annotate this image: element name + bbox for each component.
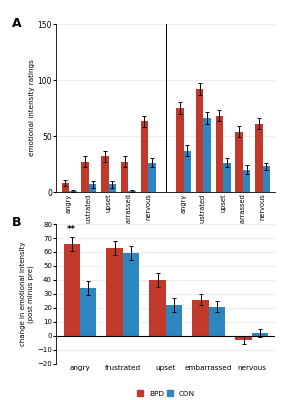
Bar	[121, 162, 128, 192]
Bar	[123, 254, 139, 336]
Bar	[192, 300, 209, 336]
Text: **: **	[67, 225, 76, 234]
Text: B: B	[12, 216, 22, 229]
Bar	[252, 333, 268, 336]
Bar	[183, 150, 191, 192]
Bar	[101, 156, 108, 192]
Bar	[235, 132, 243, 192]
Text: pre-frustration: pre-frustration	[82, 242, 135, 248]
Bar	[108, 184, 116, 192]
Text: A: A	[12, 17, 22, 30]
Bar	[209, 306, 225, 336]
Bar	[243, 170, 250, 192]
Bar	[148, 163, 155, 192]
Bar	[223, 163, 230, 192]
Bar	[128, 191, 136, 192]
Bar	[140, 122, 148, 192]
Bar	[149, 280, 166, 336]
Y-axis label: change in emotional intensity
(post minus pre): change in emotional intensity (post minu…	[20, 242, 34, 346]
Bar	[216, 116, 223, 192]
Bar	[262, 166, 270, 192]
Bar	[89, 184, 96, 192]
Bar	[62, 183, 69, 192]
Bar	[69, 191, 76, 192]
Bar	[106, 248, 123, 336]
Bar	[176, 108, 183, 192]
Bar	[203, 118, 211, 192]
Legend: BPD, CON: BPD, CON	[134, 388, 198, 400]
Bar	[255, 124, 262, 192]
Bar	[235, 336, 252, 340]
Y-axis label: emotional intensity ratings: emotional intensity ratings	[29, 60, 35, 156]
Bar	[64, 244, 80, 336]
Legend: BPD, CON: BPD, CON	[134, 264, 198, 276]
Bar	[80, 288, 96, 336]
Bar	[196, 89, 203, 192]
Bar	[81, 162, 89, 192]
Text: post-frustration: post-frustration	[195, 242, 251, 248]
Bar	[166, 305, 182, 336]
